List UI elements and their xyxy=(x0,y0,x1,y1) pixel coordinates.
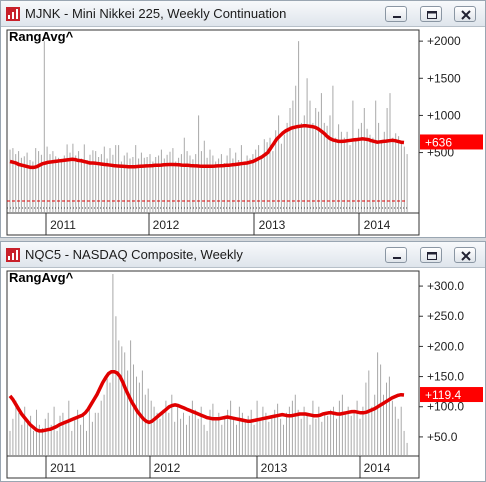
plot-frame xyxy=(6,29,420,236)
y-tick-label: +250.0 xyxy=(427,309,464,323)
x-tick-label: 2012 xyxy=(154,461,181,475)
y-tick-label: +50.0 xyxy=(427,430,458,444)
minimize-icon xyxy=(393,257,401,259)
y-tick-label: +1000 xyxy=(427,108,461,122)
window-titlebar[interactable]: MJNK - Mini Nikkei 225, Weekly Continuat… xyxy=(1,1,485,27)
indicator-label: RangAvg^ xyxy=(9,29,74,44)
maximize-icon xyxy=(427,252,437,260)
current-value-label: +119.4 xyxy=(425,388,461,402)
chart-app-icon xyxy=(6,7,20,21)
window-title: MJNK - Mini Nikkei 225, Weekly Continuat… xyxy=(25,6,287,21)
plot-frame xyxy=(6,270,420,479)
y-tick-label: +2000 xyxy=(427,34,461,48)
close-icon xyxy=(461,10,471,20)
y-tick-label: +200.0 xyxy=(427,339,464,353)
y-tick-label: +100.0 xyxy=(427,400,464,414)
close-icon xyxy=(461,251,471,261)
current-value-label: +636 xyxy=(425,135,452,149)
current-value-badge xyxy=(420,387,483,403)
x-tick-label: 2011 xyxy=(50,461,76,475)
x-tick-label: 2011 xyxy=(50,218,76,232)
y-tick-label: +1500 xyxy=(427,71,461,85)
chart-app-icon xyxy=(6,248,20,262)
close-button[interactable] xyxy=(454,247,476,263)
x-tick-label: 2012 xyxy=(153,218,180,232)
maximize-button[interactable] xyxy=(420,247,442,263)
range-average-line xyxy=(9,124,405,170)
chart-window-nqc5[interactable]: NQC5 - NASDAQ Composite, Weekly +300.0 +2… xyxy=(0,241,486,482)
x-tick-label: 2014 xyxy=(364,461,391,475)
close-button[interactable] xyxy=(454,6,476,22)
y-tick-label: +150.0 xyxy=(427,370,464,384)
range-average-line xyxy=(8,369,405,433)
maximize-icon xyxy=(427,11,437,19)
x-tick-label: 2013 xyxy=(259,218,286,232)
y-tick-label: +300.0 xyxy=(427,279,464,293)
current-value-badge xyxy=(420,134,483,150)
minimize-button[interactable] xyxy=(385,6,407,22)
x-tick-label: 2013 xyxy=(261,461,288,475)
chart-window-mjnk[interactable]: MJNK - Mini Nikkei 225, Weekly Continuat… xyxy=(0,0,486,238)
price-chart[interactable]: +300.0 +250.0 +200.0 +150.0 +100.0 +50.0 +119.… xyxy=(1,269,485,481)
minimize-button[interactable] xyxy=(385,247,407,263)
window-title: NQC5 - NASDAQ Composite, Weekly xyxy=(25,247,243,262)
x-tick-label: 2014 xyxy=(364,218,391,232)
maximize-button[interactable] xyxy=(420,6,442,22)
indicator-label: RangAvg^ xyxy=(9,270,74,285)
minimize-icon xyxy=(393,16,401,18)
window-titlebar[interactable]: NQC5 - NASDAQ Composite, Weekly xyxy=(1,242,485,268)
